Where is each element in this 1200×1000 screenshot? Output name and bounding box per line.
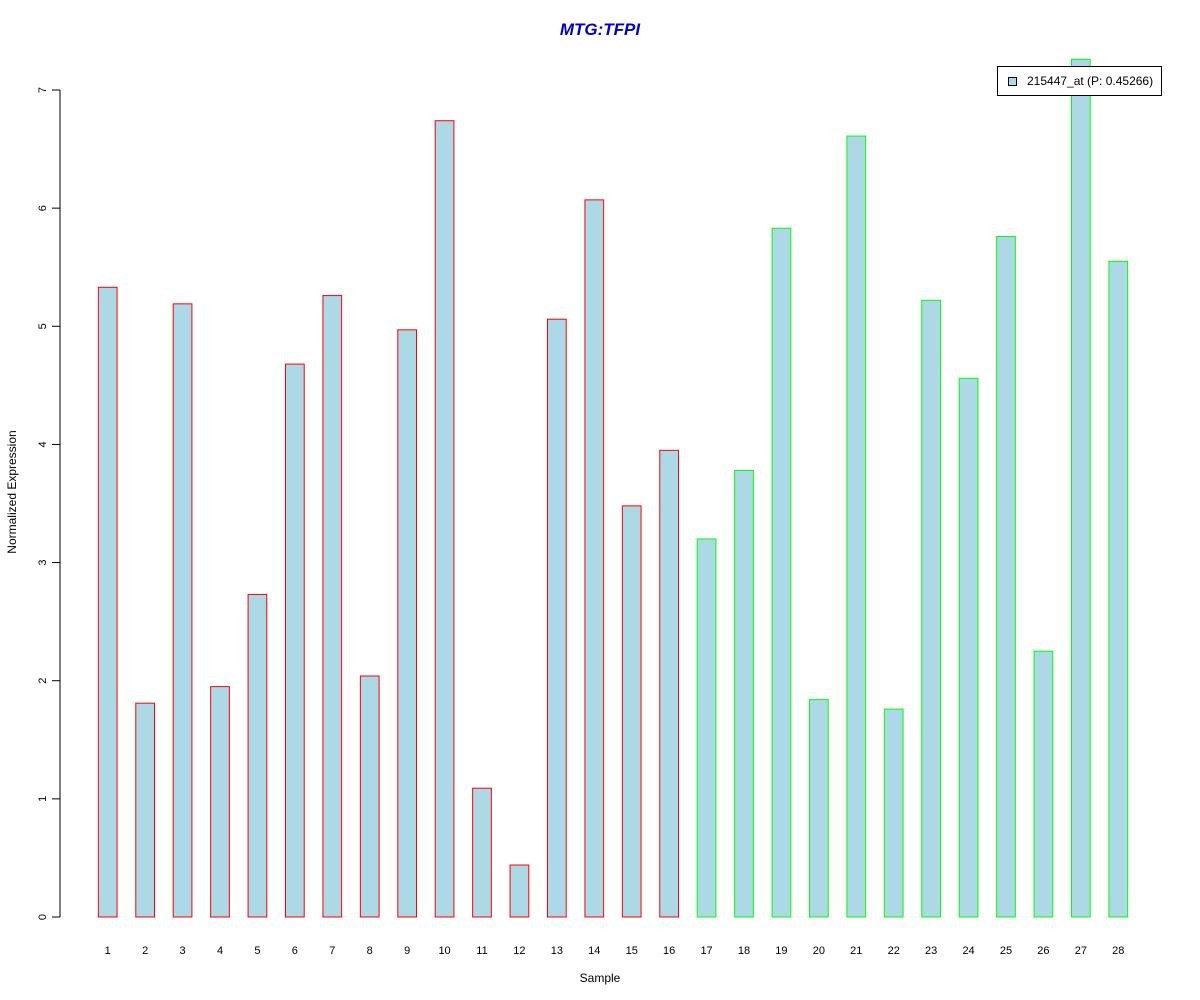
- legend-swatch: [1008, 76, 1017, 86]
- y-tick-label: 1: [37, 796, 49, 802]
- x-tick-label: 9: [404, 945, 410, 957]
- y-axis-label: Normalized Expression: [5, 430, 19, 554]
- x-tick-label: 2: [142, 945, 148, 957]
- bar-19: [771, 227, 792, 918]
- bar-26: [1033, 650, 1054, 918]
- x-tick-label: 22: [888, 945, 900, 957]
- bar-14: [584, 199, 605, 918]
- y-tick-label: 6: [37, 205, 49, 211]
- y-tick-label: 3: [37, 560, 49, 566]
- x-tick-label: 21: [850, 945, 862, 957]
- bar-25: [996, 235, 1016, 918]
- bar-17: [696, 538, 717, 918]
- bar-1: [97, 286, 118, 918]
- x-tick-label: 12: [513, 945, 525, 957]
- bar-13: [547, 318, 567, 918]
- x-tick-label: 13: [551, 945, 563, 957]
- x-tick-label: 7: [329, 945, 335, 957]
- x-tick-label: 24: [962, 945, 974, 957]
- x-tick-label: 18: [738, 945, 750, 957]
- bar-10: [434, 120, 455, 918]
- x-tick-label: 3: [180, 945, 186, 957]
- x-tick-label: 10: [438, 945, 450, 957]
- y-tick-label: 4: [37, 441, 49, 447]
- x-tick-label: 28: [1112, 945, 1124, 957]
- x-tick-label: 14: [588, 945, 600, 957]
- x-tick-label: 15: [626, 945, 638, 957]
- bar-24: [958, 377, 979, 918]
- bar-4: [210, 686, 230, 918]
- x-tick-label: 23: [925, 945, 937, 957]
- x-tick-label: 19: [775, 945, 787, 957]
- bar-12: [509, 864, 530, 918]
- y-tick-label: 2: [37, 678, 49, 684]
- bar-28: [1108, 260, 1129, 918]
- bar-3: [172, 303, 193, 918]
- x-tick-label: 16: [663, 945, 675, 957]
- bars: [97, 58, 1129, 918]
- x-tick-label: 25: [1000, 945, 1012, 957]
- x-tick-label: 6: [292, 945, 298, 957]
- bar-11: [472, 787, 492, 918]
- bar-9: [397, 329, 417, 918]
- x-tick-label: 4: [217, 945, 223, 957]
- x-tick-label: 8: [367, 945, 373, 957]
- x-axis-label: Sample: [579, 971, 621, 985]
- x-tick-labels: 1 2 3 4 5 6 7 8 9 10 11 12 13 14 15 16 17 18 19 20 21 22 23 24 2…: [105, 945, 1125, 957]
- x-tick-label: 26: [1037, 945, 1049, 957]
- bar-8: [359, 675, 380, 918]
- bar-27: [1071, 58, 1091, 918]
- legend: 215447_at (P: 0.45266): [997, 66, 1162, 96]
- legend-label: 215447_at (P: 0.45266): [1027, 74, 1154, 88]
- bar-16: [659, 449, 679, 918]
- bar-21: [846, 135, 867, 918]
- bar-5: [247, 593, 268, 918]
- bar-15: [621, 505, 642, 918]
- x-tick-label: 5: [254, 945, 260, 957]
- x-tick-label: 17: [700, 945, 712, 957]
- x-tick-label: 11: [476, 945, 487, 957]
- x-tick-label: 27: [1075, 945, 1087, 957]
- bar-7: [322, 295, 343, 918]
- bar-2: [135, 702, 156, 918]
- bar-20: [809, 699, 829, 918]
- y-tick-label: 0: [37, 914, 49, 920]
- y-tick-label: 7: [37, 87, 49, 93]
- y-tick-label: 5: [37, 323, 49, 329]
- y-axis: 0 1 2 3 4 5 6 7: [37, 87, 61, 920]
- bar-23: [921, 299, 941, 918]
- bar-22: [883, 708, 904, 918]
- chart-title: MTG:TFPI: [559, 20, 641, 39]
- x-tick-label: 1: [105, 945, 111, 957]
- bar-6: [285, 363, 305, 918]
- x-tick-label: 20: [813, 945, 825, 957]
- bar-18: [734, 469, 754, 918]
